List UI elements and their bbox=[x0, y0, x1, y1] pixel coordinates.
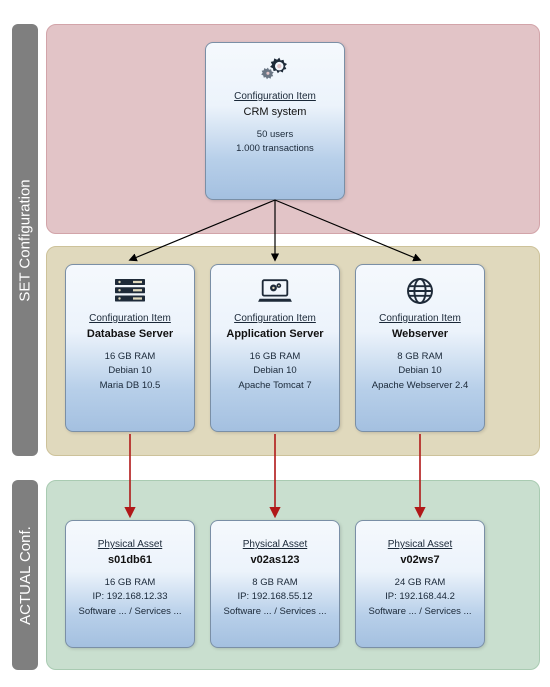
app-specs: 16 GB RAM Debian 10 Apache Tomcat 7 bbox=[217, 350, 333, 393]
p2-title: v02as123 bbox=[217, 554, 333, 566]
crm-label: Configuration Item bbox=[212, 91, 338, 102]
card-physical-asset-1: Physical Asset s01db61 16 GB RAM IP: 192… bbox=[65, 520, 195, 648]
sidebar-set-label: SET Configuration bbox=[17, 179, 34, 301]
p3-specs: 24 GB RAM IP: 192.168.44.2 Software ... … bbox=[362, 576, 478, 619]
app-label: Configuration Item bbox=[217, 313, 333, 324]
web-title: Webserver bbox=[362, 328, 478, 340]
card-physical-asset-2: Physical Asset v02as123 8 GB RAM IP: 192… bbox=[210, 520, 340, 648]
web-label: Configuration Item bbox=[362, 313, 478, 324]
app-title: Application Server bbox=[217, 328, 333, 340]
crm-title: CRM system bbox=[212, 106, 338, 118]
p3-label: Physical Asset bbox=[362, 539, 478, 550]
card-database-server: Configuration Item Database Server 16 GB… bbox=[65, 264, 195, 432]
crm-specs: 50 users 1.000 transactions bbox=[212, 128, 338, 157]
diagram-canvas: SET Configuration ACTUAL Conf. Configura… bbox=[0, 0, 550, 687]
sidebar-actual-configuration: ACTUAL Conf. bbox=[12, 480, 38, 670]
sidebar-set-configuration: SET Configuration bbox=[12, 24, 38, 456]
p1-specs: 16 GB RAM IP: 192.168.12.33 Software ...… bbox=[72, 576, 188, 619]
card-application-server: Configuration Item Application Server 16… bbox=[210, 264, 340, 432]
p3-title: v02ws7 bbox=[362, 554, 478, 566]
gears-icon bbox=[212, 51, 338, 87]
p2-label: Physical Asset bbox=[217, 539, 333, 550]
db-specs: 16 GB RAM Debian 10 Maria DB 10.5 bbox=[72, 350, 188, 393]
card-physical-asset-3: Physical Asset v02ws7 24 GB RAM IP: 192.… bbox=[355, 520, 485, 648]
db-title: Database Server bbox=[72, 328, 188, 340]
server-icon bbox=[72, 273, 188, 309]
p2-specs: 8 GB RAM IP: 192.168.55.12 Software ... … bbox=[217, 576, 333, 619]
globe-icon bbox=[362, 273, 478, 309]
card-crm-system: Configuration Item CRM system 50 users 1… bbox=[205, 42, 345, 200]
p1-title: s01db61 bbox=[72, 554, 188, 566]
db-label: Configuration Item bbox=[72, 313, 188, 324]
laptop-gear-icon bbox=[217, 273, 333, 309]
p1-label: Physical Asset bbox=[72, 539, 188, 550]
web-specs: 8 GB RAM Debian 10 Apache Webserver 2.4 bbox=[362, 350, 478, 393]
sidebar-actual-label: ACTUAL Conf. bbox=[17, 526, 34, 625]
card-webserver: Configuration Item Webserver 8 GB RAM De… bbox=[355, 264, 485, 432]
